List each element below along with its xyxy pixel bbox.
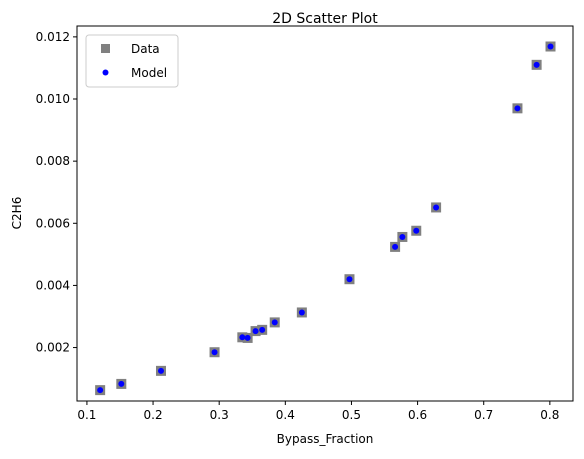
x-tick-label: 0.5	[342, 408, 361, 422]
chart-title: 2D Scatter Plot	[272, 11, 378, 27]
legend-data-label: Data	[131, 42, 160, 56]
model-point	[259, 326, 266, 333]
legend-model-marker	[102, 69, 109, 76]
model-point	[298, 309, 305, 316]
model-point	[399, 233, 406, 240]
model-point	[252, 328, 259, 335]
x-axis-ticks: 0.1 0.2 0.3 0.4 0.5 0.6 0.7 0.8	[77, 401, 559, 422]
model-point	[239, 334, 246, 341]
x-tick-label: 0.3	[210, 408, 229, 422]
y-tick-label: 0.012	[36, 30, 70, 44]
model-point	[346, 276, 353, 283]
x-tick-label: 0.4	[276, 408, 295, 422]
y-axis-ticks: 0.002 0.004 0.006 0.008 0.010 0.012	[36, 30, 77, 355]
model-point	[533, 61, 540, 68]
y-tick-label: 0.010	[36, 92, 70, 106]
x-tick-label: 0.6	[408, 408, 427, 422]
x-axis-label: Bypass_Fraction	[277, 432, 374, 446]
model-point	[97, 387, 104, 394]
y-tick-label: 0.004	[36, 278, 70, 292]
x-tick-label: 0.7	[474, 408, 493, 422]
model-point	[244, 334, 251, 341]
y-axis-label: C2H6	[10, 197, 24, 230]
model-point	[547, 43, 554, 50]
y-tick-label: 0.002	[36, 341, 70, 355]
legend-data-marker	[101, 44, 110, 53]
model-point	[211, 349, 218, 356]
plot-marks	[95, 41, 556, 396]
y-tick-label: 0.006	[36, 216, 70, 230]
legend: Data Model	[85, 34, 179, 88]
model-point	[157, 367, 164, 374]
model-point	[118, 380, 125, 387]
model-point	[392, 243, 399, 250]
model-point	[433, 204, 440, 211]
x-tick-label: 0.1	[77, 408, 96, 422]
plot-frame	[76, 25, 574, 402]
x-tick-label: 0.8	[540, 408, 559, 422]
model-point	[271, 319, 278, 326]
x-tick-label: 0.2	[144, 408, 163, 422]
legend-model-label: Model	[131, 66, 167, 80]
model-point	[514, 105, 521, 112]
y-tick-label: 0.008	[36, 154, 70, 168]
model-point	[413, 227, 420, 234]
